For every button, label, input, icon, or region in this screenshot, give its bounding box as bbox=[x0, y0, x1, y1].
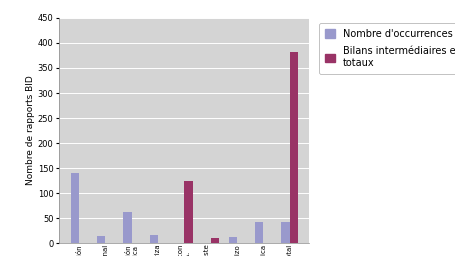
Bar bbox=[211, 238, 219, 243]
Bar bbox=[97, 236, 105, 243]
Bar bbox=[228, 237, 237, 243]
Bar bbox=[255, 222, 263, 243]
Bar bbox=[184, 181, 193, 243]
Bar bbox=[71, 173, 79, 243]
Y-axis label: Nombre de rapports BID: Nombre de rapports BID bbox=[26, 76, 35, 185]
Legend: Nombre d'occurrences, Bilans intermédiaires et
totaux: Nombre d'occurrences, Bilans intermédiai… bbox=[319, 23, 455, 74]
Bar bbox=[289, 52, 298, 243]
Bar bbox=[123, 212, 131, 243]
Bar bbox=[150, 235, 158, 243]
Bar bbox=[281, 222, 289, 243]
